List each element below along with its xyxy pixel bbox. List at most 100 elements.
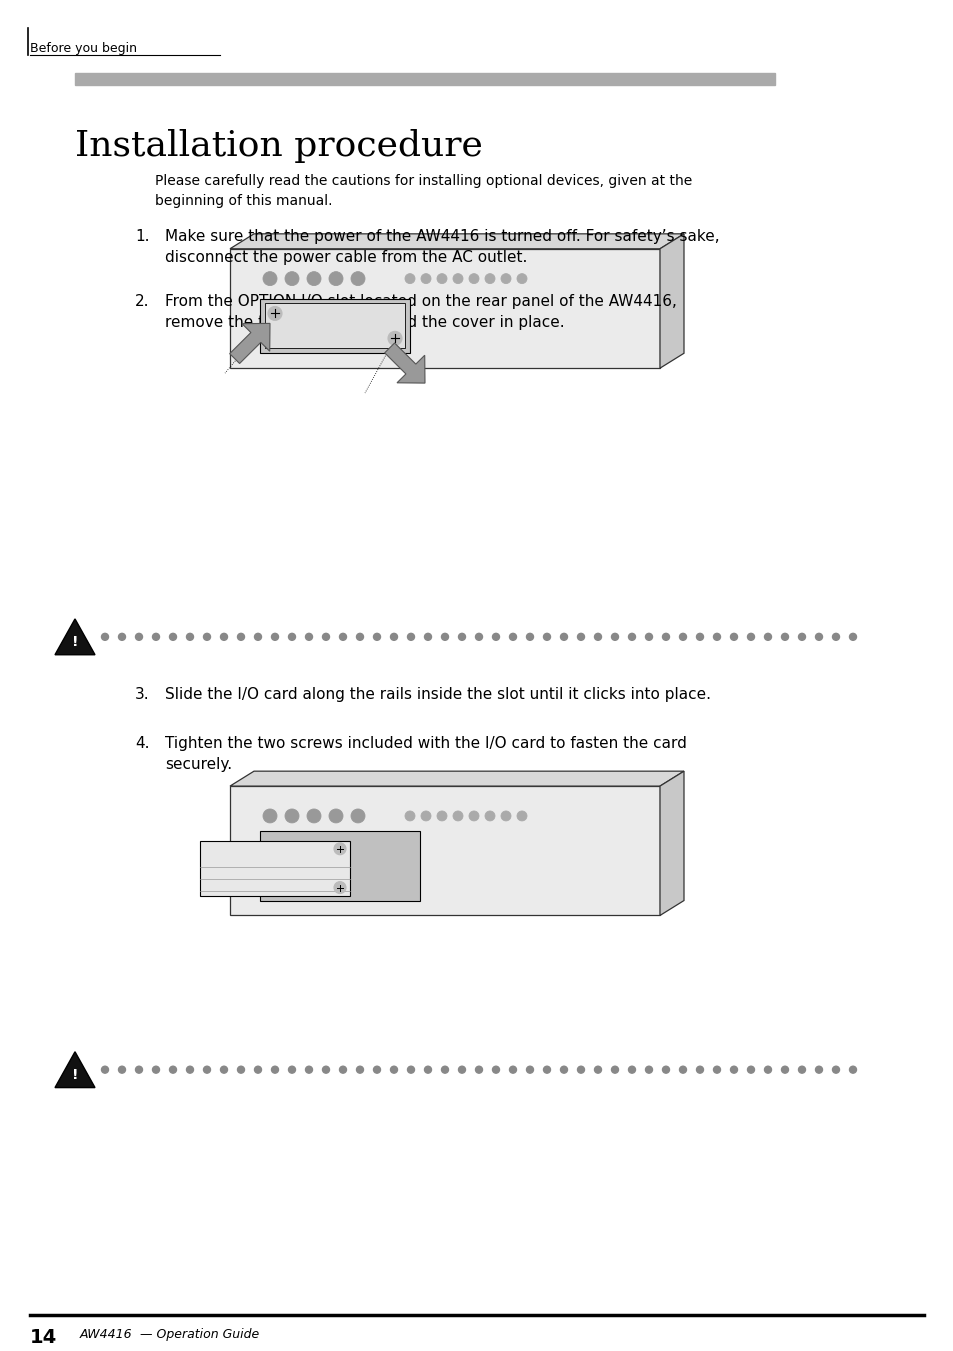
Circle shape — [322, 634, 329, 640]
Circle shape — [436, 811, 447, 821]
Circle shape — [135, 634, 142, 640]
Circle shape — [713, 1066, 720, 1073]
Circle shape — [469, 811, 478, 821]
Bar — [75, 73, 774, 85]
Circle shape — [186, 1066, 193, 1073]
Circle shape — [203, 634, 211, 640]
Circle shape — [405, 274, 415, 284]
Polygon shape — [55, 619, 95, 655]
Text: Installation procedure: Installation procedure — [75, 130, 482, 163]
Circle shape — [469, 274, 478, 284]
Circle shape — [781, 634, 788, 640]
Text: 1.: 1. — [135, 228, 150, 245]
Circle shape — [390, 1066, 397, 1073]
Circle shape — [509, 1066, 516, 1073]
Circle shape — [484, 811, 495, 821]
Circle shape — [272, 1066, 278, 1073]
Circle shape — [832, 634, 839, 640]
Circle shape — [517, 274, 526, 284]
Circle shape — [441, 634, 448, 640]
Circle shape — [611, 1066, 618, 1073]
Circle shape — [500, 811, 511, 821]
Circle shape — [747, 1066, 754, 1073]
Circle shape — [424, 1066, 431, 1073]
Circle shape — [322, 1066, 329, 1073]
Circle shape — [509, 634, 516, 640]
Circle shape — [577, 1066, 584, 1073]
Circle shape — [272, 634, 278, 640]
Bar — [200, 840, 350, 896]
Polygon shape — [230, 323, 270, 363]
Circle shape — [458, 634, 465, 640]
Circle shape — [329, 809, 343, 823]
Circle shape — [628, 1066, 635, 1073]
Circle shape — [420, 811, 431, 821]
Circle shape — [170, 634, 176, 640]
Circle shape — [220, 1066, 227, 1073]
Circle shape — [405, 811, 415, 821]
Text: 3.: 3. — [135, 686, 150, 701]
Circle shape — [526, 1066, 533, 1073]
Circle shape — [645, 1066, 652, 1073]
Circle shape — [763, 634, 771, 640]
Circle shape — [186, 634, 193, 640]
Text: From the OPTION I/O slot located on the rear panel of the AW4416,
remove the two: From the OPTION I/O slot located on the … — [165, 293, 677, 330]
Circle shape — [285, 809, 298, 823]
Circle shape — [832, 1066, 839, 1073]
Circle shape — [661, 1066, 669, 1073]
Circle shape — [268, 307, 282, 320]
Circle shape — [152, 1066, 159, 1073]
Circle shape — [730, 1066, 737, 1073]
Circle shape — [517, 811, 526, 821]
Circle shape — [356, 1066, 363, 1073]
Circle shape — [436, 274, 447, 284]
Polygon shape — [230, 771, 683, 786]
Circle shape — [458, 1066, 465, 1073]
Circle shape — [492, 634, 499, 640]
Circle shape — [815, 634, 821, 640]
Circle shape — [237, 634, 244, 640]
Circle shape — [798, 634, 804, 640]
Circle shape — [351, 272, 365, 285]
Circle shape — [453, 811, 462, 821]
Circle shape — [475, 1066, 482, 1073]
Circle shape — [118, 634, 126, 640]
Circle shape — [220, 634, 227, 640]
Circle shape — [577, 634, 584, 640]
Circle shape — [848, 634, 856, 640]
Circle shape — [424, 634, 431, 640]
Circle shape — [645, 634, 652, 640]
Circle shape — [329, 272, 343, 285]
Circle shape — [594, 1066, 601, 1073]
Circle shape — [374, 634, 380, 640]
Circle shape — [713, 634, 720, 640]
Circle shape — [815, 1066, 821, 1073]
Circle shape — [288, 634, 295, 640]
Circle shape — [747, 634, 754, 640]
Circle shape — [781, 1066, 788, 1073]
Circle shape — [334, 843, 346, 855]
Circle shape — [351, 809, 365, 823]
Circle shape — [101, 634, 109, 640]
Bar — [260, 299, 410, 353]
Circle shape — [203, 1066, 211, 1073]
Polygon shape — [55, 1052, 95, 1088]
Circle shape — [679, 1066, 686, 1073]
Circle shape — [254, 1066, 261, 1073]
Circle shape — [237, 1066, 244, 1073]
Circle shape — [307, 272, 320, 285]
Circle shape — [288, 1066, 295, 1073]
Circle shape — [730, 634, 737, 640]
Circle shape — [484, 274, 495, 284]
Text: Tighten the two screws included with the I/O card to fasten the card
securely.: Tighten the two screws included with the… — [165, 736, 686, 773]
Circle shape — [263, 272, 276, 285]
Text: AW4416: AW4416 — [80, 1328, 132, 1342]
Bar — [230, 249, 659, 369]
Polygon shape — [659, 234, 683, 369]
Circle shape — [526, 634, 533, 640]
Circle shape — [679, 634, 686, 640]
Circle shape — [356, 634, 363, 640]
Circle shape — [420, 274, 431, 284]
Circle shape — [492, 1066, 499, 1073]
Circle shape — [441, 1066, 448, 1073]
